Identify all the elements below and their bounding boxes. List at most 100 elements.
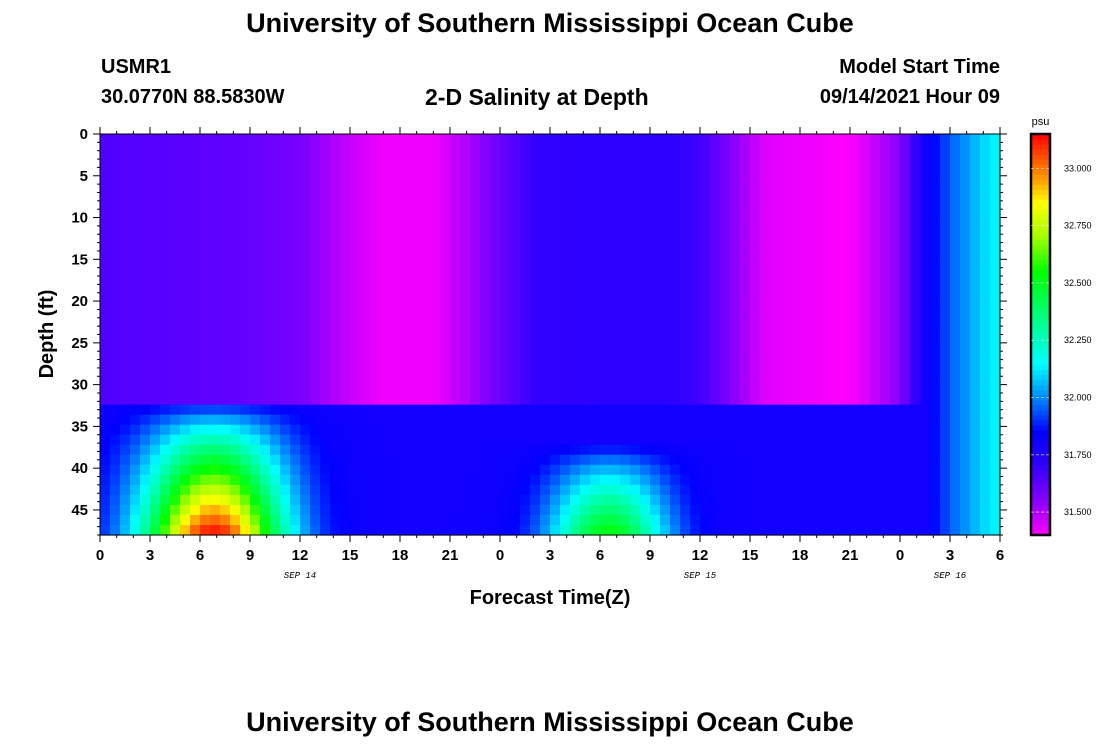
- heatmap-cell: [990, 154, 1001, 165]
- heatmap-cell: [290, 364, 301, 376]
- heatmap-cell: [940, 444, 951, 456]
- heatmap-cell: [240, 524, 251, 536]
- heatmap-cell: [960, 204, 971, 215]
- heatmap-cell: [420, 514, 431, 526]
- heatmap-cell: [250, 164, 261, 175]
- heatmap-cell: [730, 524, 741, 536]
- heatmap-cell: [930, 154, 941, 165]
- heatmap-cell: [620, 264, 631, 275]
- heatmap-cell: [470, 504, 481, 516]
- heatmap-cell: [160, 514, 171, 526]
- heatmap-cell: [840, 464, 851, 476]
- heatmap-cell: [200, 164, 211, 175]
- heatmap-cell: [900, 194, 911, 205]
- heatmap-cell: [200, 314, 211, 326]
- heatmap-cell: [220, 444, 231, 456]
- heatmap-cell: [570, 214, 581, 225]
- heatmap-cell: [880, 134, 891, 145]
- heatmap-cell: [430, 154, 441, 165]
- heatmap-cell: [630, 424, 641, 436]
- colorbar-segment: [1031, 194, 1050, 200]
- colorbar-segment: [1031, 154, 1050, 160]
- heatmap-cell: [440, 244, 451, 255]
- colorbar-segment: [1031, 169, 1050, 175]
- heatmap-cell: [530, 374, 541, 386]
- heatmap-cell: [540, 194, 551, 205]
- heatmap-cell: [960, 464, 971, 476]
- heatmap-cell: [410, 464, 421, 476]
- heatmap-cell: [570, 414, 581, 426]
- heatmap-cell: [600, 494, 611, 506]
- heatmap-cell: [660, 214, 671, 225]
- heatmap-cell: [120, 464, 131, 476]
- heatmap-cell: [690, 514, 701, 526]
- x-tick-label: 3: [946, 547, 954, 564]
- heatmap-cell: [160, 354, 171, 366]
- heatmap-cell: [590, 334, 601, 346]
- heatmap-cell: [250, 484, 261, 496]
- heatmap-cell: [550, 464, 561, 476]
- heatmap-cell: [780, 494, 791, 506]
- heatmap-cell: [580, 274, 591, 285]
- heatmap-cell: [530, 184, 541, 195]
- heatmap-cell: [880, 144, 891, 155]
- heatmap-cell: [760, 184, 771, 195]
- heatmap-cell: [530, 264, 541, 275]
- heatmap-cell: [640, 144, 651, 155]
- heatmap-cell: [200, 284, 211, 296]
- heatmap-cell: [900, 374, 911, 386]
- heatmap-cell: [930, 224, 941, 235]
- heatmap-cell: [230, 464, 241, 476]
- heatmap-cell: [870, 344, 881, 356]
- heatmap-cell: [560, 324, 571, 336]
- heatmap-cell: [950, 374, 961, 386]
- heatmap-cell: [300, 344, 311, 356]
- heatmap-cell: [590, 284, 601, 296]
- date-label: SEP 16: [934, 571, 967, 581]
- heatmap-cell: [290, 184, 301, 195]
- heatmap-cell: [500, 454, 511, 466]
- heatmap-cell: [340, 334, 351, 346]
- heatmap-cell: [260, 514, 271, 526]
- heatmap-cell: [300, 454, 311, 466]
- heatmap-cell: [680, 294, 691, 306]
- heatmap-cell: [790, 484, 801, 496]
- heatmap-cell: [750, 384, 761, 396]
- heatmap-cell: [870, 184, 881, 195]
- heatmap-cell: [640, 264, 651, 275]
- heatmap-cell: [650, 474, 661, 486]
- heatmap-cell: [130, 364, 141, 376]
- heatmap-cell: [440, 394, 451, 406]
- heatmap-cell: [510, 474, 521, 486]
- heatmap-cell: [970, 274, 981, 285]
- heatmap-cell: [680, 494, 691, 506]
- heatmap-cell: [790, 254, 801, 265]
- heatmap-cell: [870, 314, 881, 326]
- heatmap-cell: [720, 134, 731, 145]
- heatmap-cell: [280, 264, 291, 275]
- heatmap-cell: [770, 454, 781, 466]
- heatmap-cell: [950, 254, 961, 265]
- heatmap-cell: [420, 414, 431, 426]
- heatmap-cell: [620, 214, 631, 225]
- heatmap-cell: [940, 234, 951, 245]
- heatmap-cell: [790, 424, 801, 436]
- heatmap-cell: [510, 394, 521, 406]
- heatmap-cell: [800, 494, 811, 506]
- heatmap-cell: [550, 304, 561, 316]
- heatmap-cell: [110, 454, 121, 466]
- heatmap-cell: [850, 304, 861, 316]
- heatmap-cell: [950, 224, 961, 235]
- heatmap-cell: [650, 244, 661, 255]
- heatmap-cell: [130, 144, 141, 155]
- heatmap-cell: [740, 514, 751, 526]
- heatmap-cell: [720, 404, 731, 416]
- heatmap-cell: [480, 284, 491, 296]
- heatmap-cell: [590, 414, 601, 426]
- heatmap-cell: [620, 434, 631, 446]
- heatmap-cell: [260, 464, 271, 476]
- heatmap-cell: [220, 384, 231, 396]
- heatmap-cell: [630, 284, 641, 296]
- heatmap-cell: [180, 474, 191, 486]
- heatmap-cell: [250, 344, 261, 356]
